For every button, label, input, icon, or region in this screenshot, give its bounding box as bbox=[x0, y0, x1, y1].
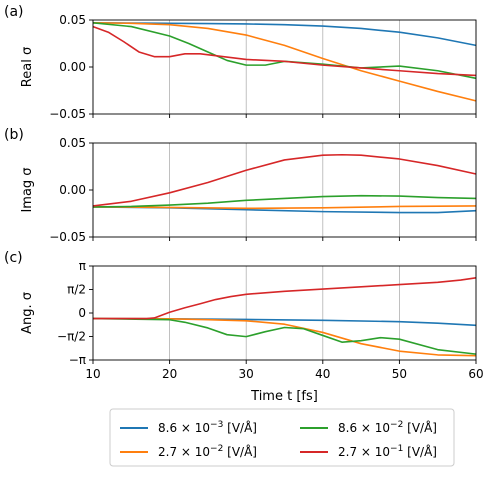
x-tick-label: 60 bbox=[468, 367, 483, 381]
y-tick-label: 0.05 bbox=[59, 13, 86, 27]
series-line bbox=[92, 22, 477, 80]
legend-box bbox=[109, 408, 455, 467]
series-line bbox=[92, 22, 477, 102]
series-line bbox=[92, 194, 477, 208]
x-tick-label: 40 bbox=[315, 367, 330, 381]
legend-label: 8.6 × 10−3 [V/Å] bbox=[158, 420, 257, 435]
x-tick-label: 30 bbox=[239, 367, 254, 381]
series-line bbox=[92, 317, 477, 355]
panel-label: (c) bbox=[4, 250, 23, 266]
series-line bbox=[92, 22, 477, 47]
x-tick-label: 50 bbox=[392, 367, 407, 381]
panel-label: (a) bbox=[4, 4, 24, 20]
y-tick-label: −0.05 bbox=[49, 107, 86, 121]
y-tick-label: −0.05 bbox=[49, 230, 86, 244]
series-line bbox=[92, 25, 477, 77]
axes-frame bbox=[92, 142, 477, 238]
legend-label: 2.7 × 10−2 [V/Å] bbox=[158, 444, 257, 459]
panel-label: (b) bbox=[4, 127, 24, 143]
x-tick-label: 20 bbox=[162, 367, 177, 381]
x-axis-label: Time t [fs] bbox=[250, 389, 318, 404]
y-tick-label: −π/2 bbox=[57, 330, 86, 344]
series-line bbox=[93, 277, 477, 320]
legend-label: 8.6 × 10−2 [V/Å] bbox=[338, 420, 437, 435]
axes-frame bbox=[92, 265, 477, 361]
x-tick-label: 10 bbox=[85, 367, 100, 381]
series-line bbox=[92, 317, 477, 357]
legend-label: 2.7 × 10−1 [V/Å] bbox=[338, 444, 437, 459]
y-axis-label: Ang. σ bbox=[20, 292, 35, 334]
axes-frame bbox=[92, 19, 477, 115]
y-axis-label: Imag σ bbox=[20, 167, 35, 212]
y-tick-label: 0.00 bbox=[59, 183, 86, 197]
series-line bbox=[92, 205, 477, 210]
y-tick-label: 0.05 bbox=[59, 136, 86, 150]
y-tick-label: 0 bbox=[78, 306, 86, 320]
y-tick-label: π bbox=[79, 259, 86, 273]
y-tick-label: 0.00 bbox=[59, 60, 86, 74]
y-axis-label: Real σ bbox=[20, 47, 35, 87]
y-tick-label: −π bbox=[69, 353, 86, 367]
series-line bbox=[92, 153, 477, 207]
y-tick-label: π/2 bbox=[67, 282, 86, 296]
